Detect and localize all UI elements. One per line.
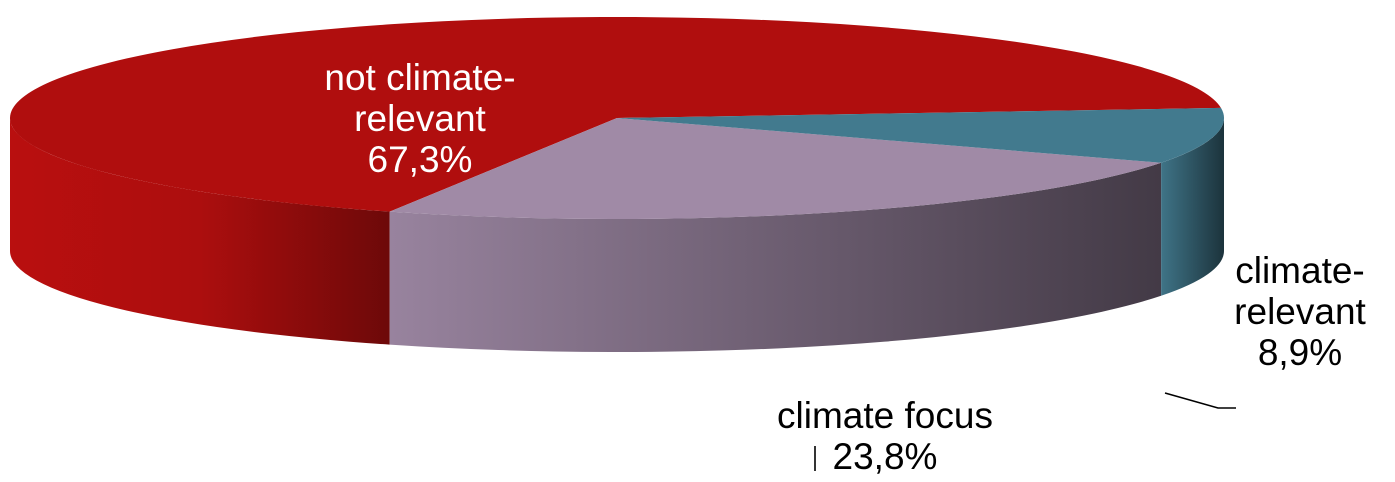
pie-slice-side-1 [389,162,1162,352]
slice-label-not-climate-relevant: not climate- relevant 67,3% [270,57,570,180]
pie-slice-side-2 [1161,118,1224,296]
pie-slice-top-0 [9,16,1221,212]
slice-label-line: not climate- [324,57,516,98]
pie-slice-side-0 [10,118,390,345]
slice-label-line: climate- [1235,250,1365,291]
pie-slice-top-2 [617,107,1225,163]
slice-value-label: 67,3% [367,139,473,180]
slice-value-label: 8,9% [1257,332,1343,373]
slice-label-line: relevant [354,98,486,139]
slice-label-line: climate focus [777,395,993,436]
leader-line-climate-relevant [1164,392,1236,409]
slice-label-line: relevant [1234,291,1366,332]
slice-label-climate-focus: climate focus 23,8% [735,395,1035,477]
slice-label-climate-relevant: climate- relevant 8,9% [1205,250,1395,373]
pie-slice-top-1 [389,118,1162,219]
slice-value-label: 23,8% [832,436,938,477]
